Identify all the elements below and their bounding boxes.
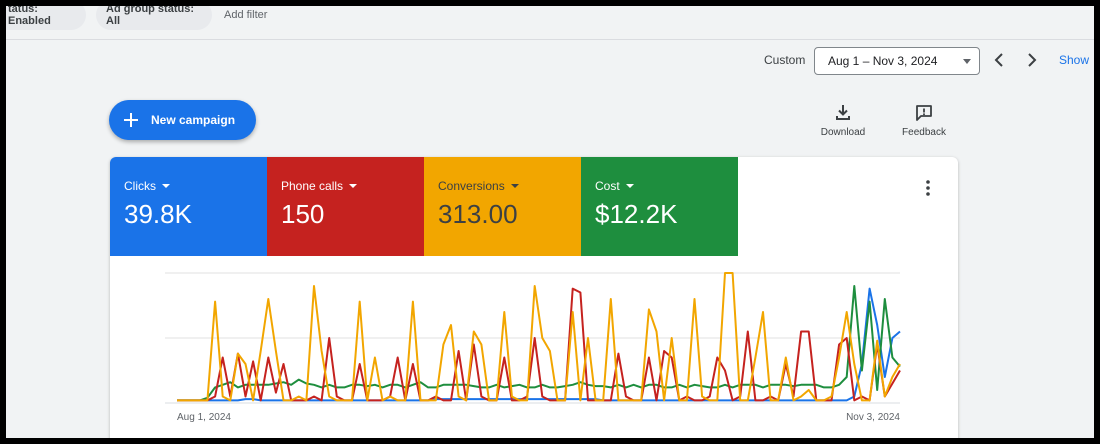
date-range-value: Aug 1 – Nov 3, 2024 bbox=[828, 54, 938, 68]
filter-bar-divider bbox=[6, 39, 1094, 40]
feedback-button[interactable]: Feedback bbox=[894, 104, 954, 138]
metric-value: 313.00 bbox=[438, 199, 518, 229]
performance-card: Clicks 39.8K Phone calls 150 Conversions 313.… bbox=[110, 157, 958, 438]
add-filter-link[interactable]: Add filter bbox=[224, 9, 268, 21]
performance-chart: Aug 1, 2024 Nov 3, 2024 bbox=[165, 272, 901, 423]
campaign-status-filter-chip[interactable]: tatus: Enabled bbox=[6, 6, 86, 30]
new-campaign-label: New campaign bbox=[151, 113, 236, 127]
metric-tile-clicks[interactable]: Clicks 39.8K bbox=[110, 157, 267, 256]
x-axis-start-label: Aug 1, 2024 bbox=[177, 412, 231, 423]
feedback-icon bbox=[916, 105, 932, 121]
chevron-left-icon[interactable] bbox=[992, 52, 1006, 68]
date-range-dropdown[interactable]: Aug 1 – Nov 3, 2024 bbox=[814, 47, 980, 75]
plus-icon bbox=[124, 113, 138, 127]
feedback-label: Feedback bbox=[902, 127, 946, 138]
metric-tile-cost[interactable]: Cost $12.2K bbox=[581, 157, 738, 256]
series-line-1 bbox=[177, 285, 901, 402]
caret-down-icon bbox=[510, 184, 519, 188]
metric-value: $12.2K bbox=[595, 199, 678, 229]
caret-down-icon bbox=[349, 184, 358, 188]
metric-label-text: Conversions bbox=[438, 179, 505, 193]
new-campaign-button[interactable]: New campaign bbox=[109, 100, 256, 140]
metric-label-text: Clicks bbox=[124, 179, 156, 193]
metric-label-text: Phone calls bbox=[281, 179, 344, 193]
more-options-icon[interactable] bbox=[922, 179, 934, 197]
dropdown-caret-icon bbox=[963, 59, 971, 64]
metric-label: Cost bbox=[595, 179, 738, 193]
metric-label: Clicks bbox=[124, 179, 267, 193]
metric-value: 150 bbox=[281, 199, 325, 229]
date-range-type-label: Custom bbox=[764, 53, 806, 67]
ad-group-status-filter-chip[interactable]: Ad group status: All bbox=[96, 6, 212, 30]
caret-down-icon bbox=[625, 184, 634, 188]
metric-label: Phone calls bbox=[281, 179, 424, 193]
caret-down-icon bbox=[162, 184, 170, 188]
metric-tile-phone-calls[interactable]: Phone calls 150 bbox=[267, 157, 424, 256]
download-icon bbox=[836, 105, 850, 120]
ad-group-status-filter-label: Ad group status: All bbox=[106, 6, 194, 27]
x-axis-end-label: Nov 3, 2024 bbox=[846, 412, 900, 423]
series-line-3 bbox=[177, 272, 901, 402]
show-link[interactable]: Show bbox=[1059, 53, 1090, 67]
download-button[interactable]: Download bbox=[813, 104, 873, 138]
metric-label: Conversions bbox=[438, 179, 581, 193]
metric-value: 39.8K bbox=[124, 199, 192, 229]
chevron-right-icon[interactable] bbox=[1025, 52, 1039, 68]
campaign-status-filter-label: tatus: Enabled bbox=[8, 6, 51, 27]
download-label: Download bbox=[820, 127, 866, 138]
metric-tile-conversions[interactable]: Conversions 313.00 bbox=[424, 157, 581, 256]
app-screen: tatus: Enabled Ad group status: All Add … bbox=[6, 6, 1094, 438]
metric-label-text: Cost bbox=[595, 179, 620, 193]
